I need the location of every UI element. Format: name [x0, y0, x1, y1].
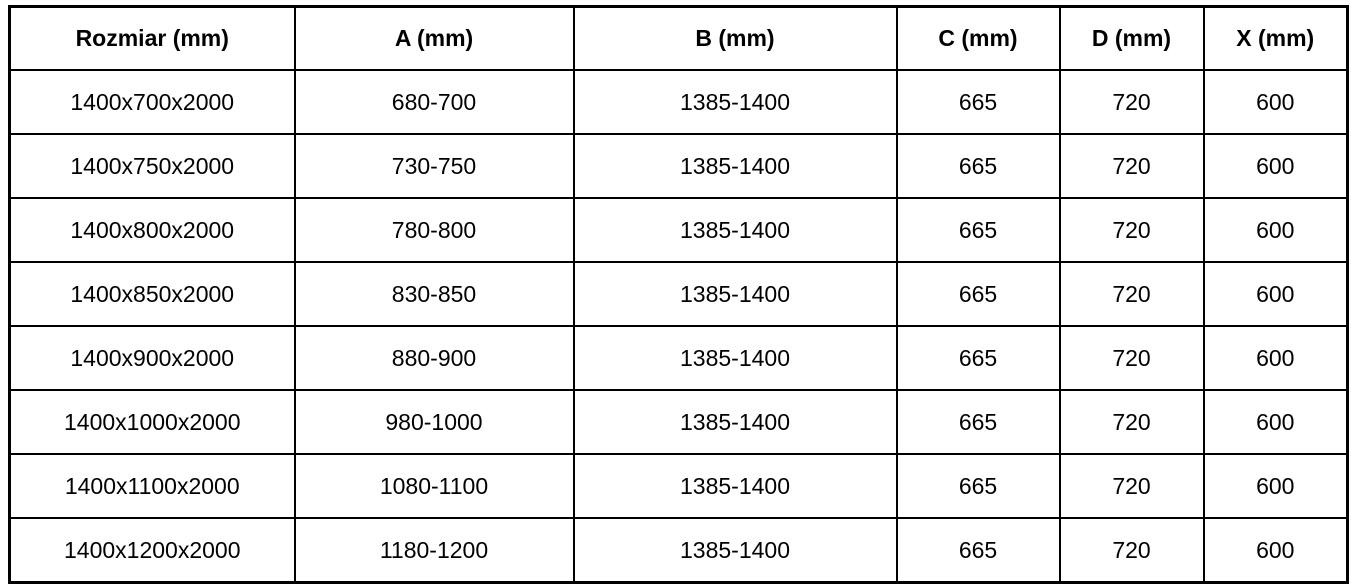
- table-cell: 1400x800x2000: [8, 197, 296, 263]
- table-row: 1400x700x2000 680-700 1385-1400 665 720 600: [8, 69, 1349, 135]
- table-cell: 1385-1400: [572, 133, 898, 199]
- table-header: Rozmiar (mm) A (mm) B (mm) C (mm) D (mm) X (m…: [8, 5, 1349, 71]
- table-cell: 600: [1202, 453, 1349, 519]
- table-cell: 1400x850x2000: [8, 261, 296, 327]
- column-header: D (mm): [1058, 5, 1205, 71]
- table-cell: 720: [1058, 197, 1205, 263]
- table-row: 1400x900x2000 880-900 1385-1400 665 720 600: [8, 325, 1349, 391]
- table-cell: 600: [1202, 389, 1349, 455]
- table-cell: 665: [895, 453, 1061, 519]
- table-cell: 720: [1058, 261, 1205, 327]
- size-spec-table: Rozmiar (mm) A (mm) B (mm) C (mm) D (mm) X (m…: [8, 5, 1349, 584]
- table-row: 1400x800x2000 780-800 1385-1400 665 720 600: [8, 197, 1349, 263]
- column-header: Rozmiar (mm): [8, 5, 296, 71]
- table-cell: 720: [1058, 453, 1205, 519]
- table-cell: 665: [895, 133, 1061, 199]
- table-cell: 1400x700x2000: [8, 69, 296, 135]
- table-cell: 1385-1400: [572, 261, 898, 327]
- table-cell: 980-1000: [293, 389, 575, 455]
- table-cell: 665: [895, 389, 1061, 455]
- table-cell: 600: [1202, 197, 1349, 263]
- table-cell: 720: [1058, 389, 1205, 455]
- table-header-row: Rozmiar (mm) A (mm) B (mm) C (mm) D (mm) X (m…: [8, 5, 1349, 71]
- table-cell: 680-700: [293, 69, 575, 135]
- column-header: X (mm): [1202, 5, 1349, 71]
- table-cell: 665: [895, 261, 1061, 327]
- table-cell: 600: [1202, 69, 1349, 135]
- table-row: 1400x750x2000 730-750 1385-1400 665 720 600: [8, 133, 1349, 199]
- table-cell: 1400x1000x2000: [8, 389, 296, 455]
- table-cell: 1080-1100: [293, 453, 575, 519]
- column-header: A (mm): [293, 5, 575, 71]
- table-cell: 720: [1058, 325, 1205, 391]
- table-cell: 600: [1202, 261, 1349, 327]
- table-body: 1400x700x2000 680-700 1385-1400 665 720 600 14…: [8, 69, 1349, 584]
- table-cell: 1385-1400: [572, 389, 898, 455]
- table-row: 1400x850x2000 830-850 1385-1400 665 720 600: [8, 261, 1349, 327]
- table-cell: 1400x900x2000: [8, 325, 296, 391]
- table-cell: 1385-1400: [572, 453, 898, 519]
- table-cell: 665: [895, 325, 1061, 391]
- table-cell: 1385-1400: [572, 517, 898, 584]
- table-cell: 1400x1100x2000: [8, 453, 296, 519]
- table-cell: 665: [895, 197, 1061, 263]
- table-row: 1400x1200x2000 1180-1200 1385-1400 665 720 60…: [8, 517, 1349, 584]
- table-cell: 720: [1058, 69, 1205, 135]
- table-cell: 880-900: [293, 325, 575, 391]
- column-header: B (mm): [572, 5, 898, 71]
- table-cell: 1400x1200x2000: [8, 517, 296, 584]
- table-cell: 1180-1200: [293, 517, 575, 584]
- table-cell: 720: [1058, 517, 1205, 584]
- table-cell: 600: [1202, 325, 1349, 391]
- table-row: 1400x1000x2000 980-1000 1385-1400 665 720 600: [8, 389, 1349, 455]
- table-cell: 1385-1400: [572, 69, 898, 135]
- table-cell: 1385-1400: [572, 325, 898, 391]
- table-cell: 665: [895, 69, 1061, 135]
- table-row: 1400x1100x2000 1080-1100 1385-1400 665 720 60…: [8, 453, 1349, 519]
- table-cell: 730-750: [293, 133, 575, 199]
- table-cell: 600: [1202, 517, 1349, 584]
- table-cell: 780-800: [293, 197, 575, 263]
- table-cell: 830-850: [293, 261, 575, 327]
- table-cell: 600: [1202, 133, 1349, 199]
- table-cell: 665: [895, 517, 1061, 584]
- table-cell: 720: [1058, 133, 1205, 199]
- table-cell: 1385-1400: [572, 197, 898, 263]
- table-cell: 1400x750x2000: [8, 133, 296, 199]
- column-header: C (mm): [895, 5, 1061, 71]
